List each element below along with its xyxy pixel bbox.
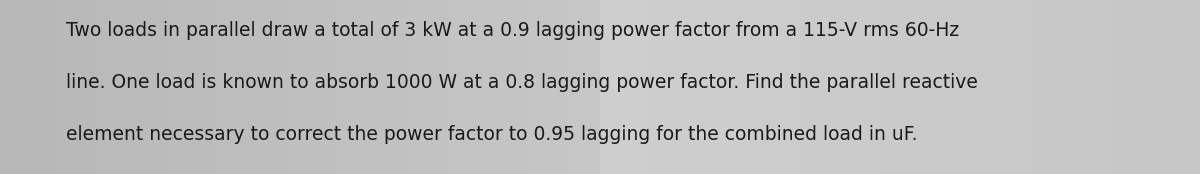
Text: line. One load is known to absorb 1000 W at a 0.8 lagging power factor. Find the: line. One load is known to absorb 1000 W… [66, 73, 978, 92]
Text: element necessary to correct the power factor to 0.95 lagging for the combined l: element necessary to correct the power f… [66, 125, 918, 144]
Text: Two loads in parallel draw a total of 3 kW at a 0.9 lagging power factor from a : Two loads in parallel draw a total of 3 … [66, 21, 959, 40]
